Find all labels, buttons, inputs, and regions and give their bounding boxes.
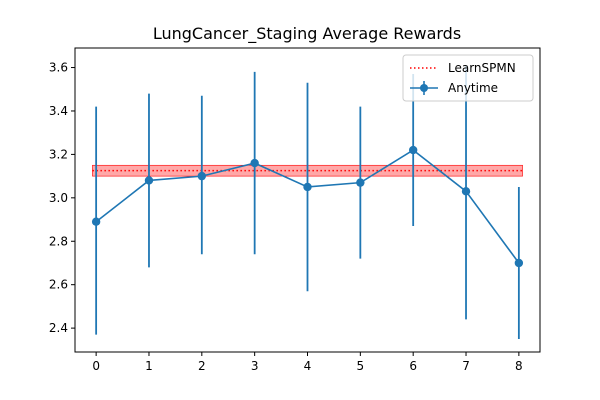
- x-tick-label: 5: [357, 359, 365, 373]
- y-tick-label: 2.4: [49, 321, 68, 335]
- anytime-point: [250, 158, 259, 168]
- x-tick-label: 6: [409, 359, 417, 373]
- legend-anytime-label: Anytime: [448, 81, 498, 95]
- x-axis: 0 1 2 3 4 5 6 7 8: [92, 352, 523, 373]
- y-tick-label: 3.2: [49, 147, 68, 161]
- legend: LearnSPMN Anytime: [402, 54, 534, 102]
- anytime-point: [461, 187, 471, 196]
- x-tick-label: 8: [515, 359, 523, 373]
- anytime-point: [408, 145, 418, 155]
- anytime-point: [144, 176, 154, 185]
- y-tick-label: 2.8: [49, 234, 68, 248]
- marker-layer: [91, 145, 524, 268]
- anytime-point: [91, 217, 101, 226]
- x-tick-label: 7: [462, 359, 470, 373]
- chart-title: LungCancer_Staging Average Rewards: [153, 24, 461, 44]
- errorbar-layer: [95, 65, 520, 339]
- y-tick-label: 3.0: [49, 191, 68, 205]
- x-tick-label: 3: [251, 359, 259, 373]
- y-axis: 2.4 2.6 2.8 3.0 3.2 3.4 3.6: [49, 61, 75, 335]
- legend-anytime-swatch-marker: [420, 84, 428, 92]
- anytime-point: [514, 258, 524, 268]
- y-tick-label: 2.6: [49, 278, 68, 292]
- anytime-point: [356, 178, 365, 187]
- x-tick-label: 4: [304, 359, 312, 373]
- x-tick-label: 2: [198, 359, 206, 373]
- legend-box: [402, 54, 534, 102]
- x-tick-label: 0: [92, 359, 100, 373]
- x-tick-label: 1: [145, 359, 153, 373]
- y-tick-label: 3.6: [49, 61, 68, 75]
- anytime-point: [303, 182, 312, 192]
- anytime-point: [197, 171, 207, 181]
- y-tick-label: 3.4: [49, 104, 68, 118]
- legend-learnspmn-label: LearnSPMN: [448, 61, 516, 75]
